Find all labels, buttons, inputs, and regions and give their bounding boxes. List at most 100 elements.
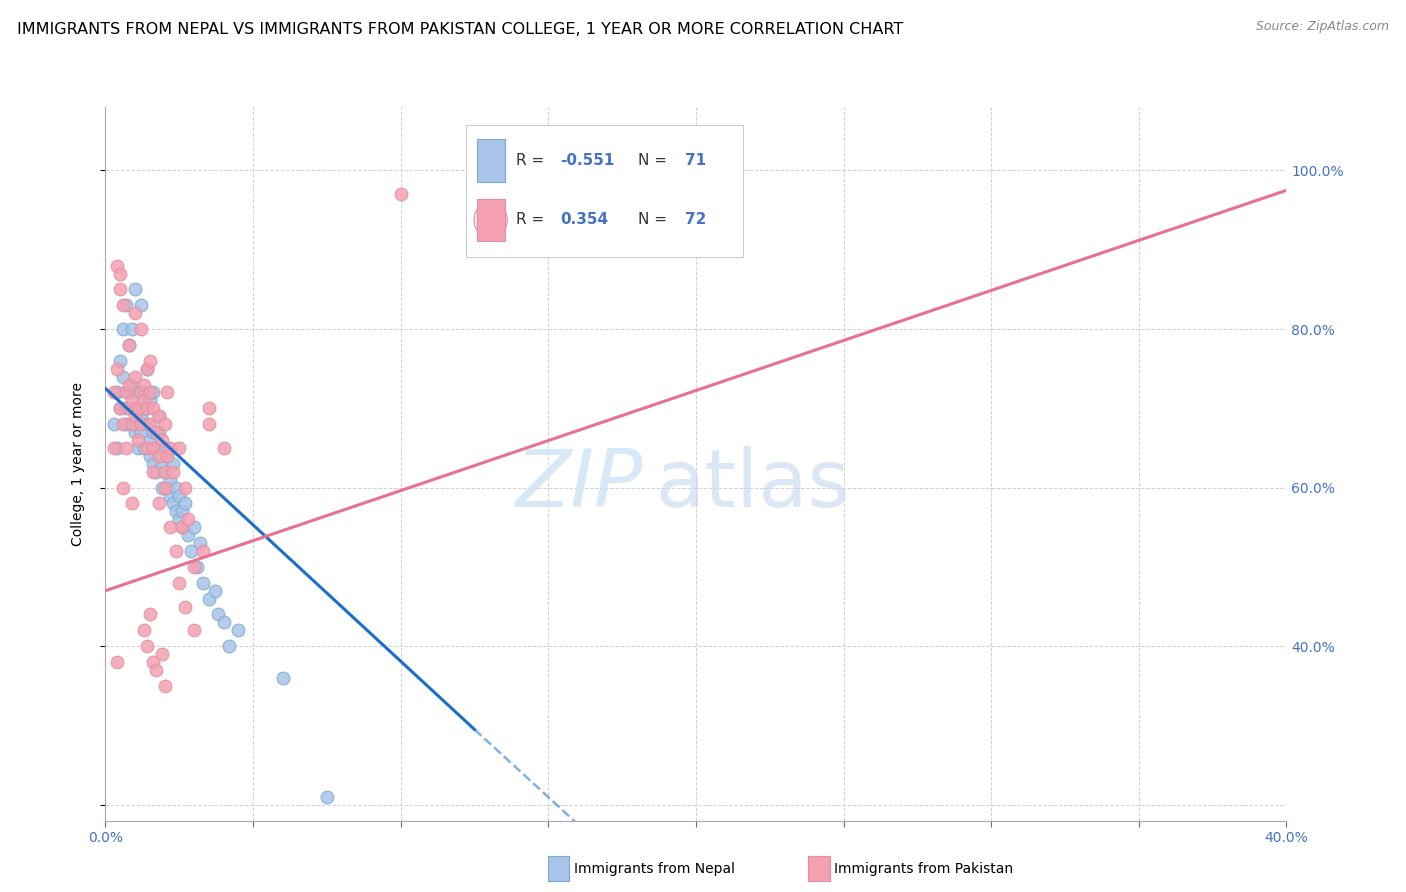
Text: IMMIGRANTS FROM NEPAL VS IMMIGRANTS FROM PAKISTAN COLLEGE, 1 YEAR OR MORE CORREL: IMMIGRANTS FROM NEPAL VS IMMIGRANTS FROM…	[17, 22, 903, 37]
Point	[150, 433, 173, 447]
Point	[145, 663, 167, 677]
Point	[226, 624, 250, 638]
Point	[121, 377, 143, 392]
Point	[127, 433, 149, 447]
Point	[174, 481, 197, 495]
Point	[129, 322, 152, 336]
Point	[153, 441, 176, 455]
Point	[110, 401, 132, 416]
Y-axis label: College, 1 year or more: College, 1 year or more	[70, 382, 84, 546]
Text: Immigrants from Pakistan: Immigrants from Pakistan	[834, 862, 1012, 876]
Point	[145, 441, 167, 455]
Point	[150, 481, 173, 495]
Point	[127, 385, 149, 400]
Point	[132, 401, 155, 416]
Point	[145, 465, 167, 479]
Point	[138, 417, 162, 432]
Point	[105, 441, 128, 455]
Point	[135, 401, 157, 416]
Point	[212, 441, 235, 455]
Point	[162, 457, 184, 471]
Point	[180, 544, 202, 558]
Point	[197, 591, 219, 606]
Point	[191, 544, 214, 558]
Point	[183, 520, 205, 534]
Point	[115, 385, 138, 400]
Point	[132, 377, 155, 392]
Point	[159, 489, 181, 503]
Point	[172, 504, 194, 518]
Point	[148, 425, 170, 439]
Point	[138, 607, 162, 622]
Point	[188, 536, 211, 550]
Point	[105, 655, 128, 669]
Point	[129, 417, 152, 432]
Point	[153, 417, 176, 432]
Point	[132, 624, 155, 638]
Point	[145, 425, 167, 439]
Point	[121, 322, 143, 336]
Point	[110, 401, 132, 416]
Point	[105, 385, 128, 400]
Point	[115, 401, 138, 416]
Point	[142, 465, 165, 479]
Point	[129, 385, 152, 400]
Point	[135, 417, 157, 432]
Point	[124, 401, 146, 416]
Point	[103, 385, 125, 400]
Point	[124, 282, 146, 296]
Point	[129, 425, 152, 439]
Point	[174, 496, 197, 510]
Point	[197, 417, 219, 432]
Point	[315, 789, 337, 804]
Point	[124, 409, 146, 424]
Point	[110, 353, 132, 368]
Point	[135, 441, 157, 455]
Point	[191, 575, 214, 590]
Point	[138, 385, 162, 400]
Point	[127, 401, 149, 416]
Point	[127, 417, 149, 432]
Point	[142, 425, 165, 439]
Point	[172, 520, 194, 534]
Point	[183, 560, 205, 574]
Point	[156, 449, 179, 463]
Point	[271, 671, 294, 685]
Point	[153, 481, 176, 495]
Point	[105, 361, 128, 376]
Point	[132, 441, 155, 455]
Point	[138, 449, 162, 463]
Point	[148, 409, 170, 424]
Point	[112, 369, 135, 384]
Text: Immigrants from Nepal: Immigrants from Nepal	[574, 862, 735, 876]
Point	[156, 385, 179, 400]
Point	[197, 401, 219, 416]
Point	[159, 441, 181, 455]
Point	[124, 425, 146, 439]
Point	[135, 361, 157, 376]
Point	[105, 259, 128, 273]
Point	[156, 449, 179, 463]
Point	[153, 465, 176, 479]
Point	[103, 417, 125, 432]
Point	[142, 441, 165, 455]
Text: atlas: atlas	[655, 446, 849, 524]
Point	[115, 417, 138, 432]
Point	[138, 393, 162, 408]
Point	[135, 401, 157, 416]
Point	[169, 441, 191, 455]
Point	[132, 385, 155, 400]
Point	[118, 338, 141, 352]
Point	[118, 338, 141, 352]
Point	[159, 520, 181, 534]
Point	[162, 465, 184, 479]
Point	[186, 560, 208, 574]
Point	[148, 409, 170, 424]
Point	[115, 298, 138, 312]
Point	[142, 401, 165, 416]
Point	[169, 575, 191, 590]
Point	[142, 655, 165, 669]
Point	[121, 496, 143, 510]
Point	[132, 393, 155, 408]
Point	[118, 401, 141, 416]
